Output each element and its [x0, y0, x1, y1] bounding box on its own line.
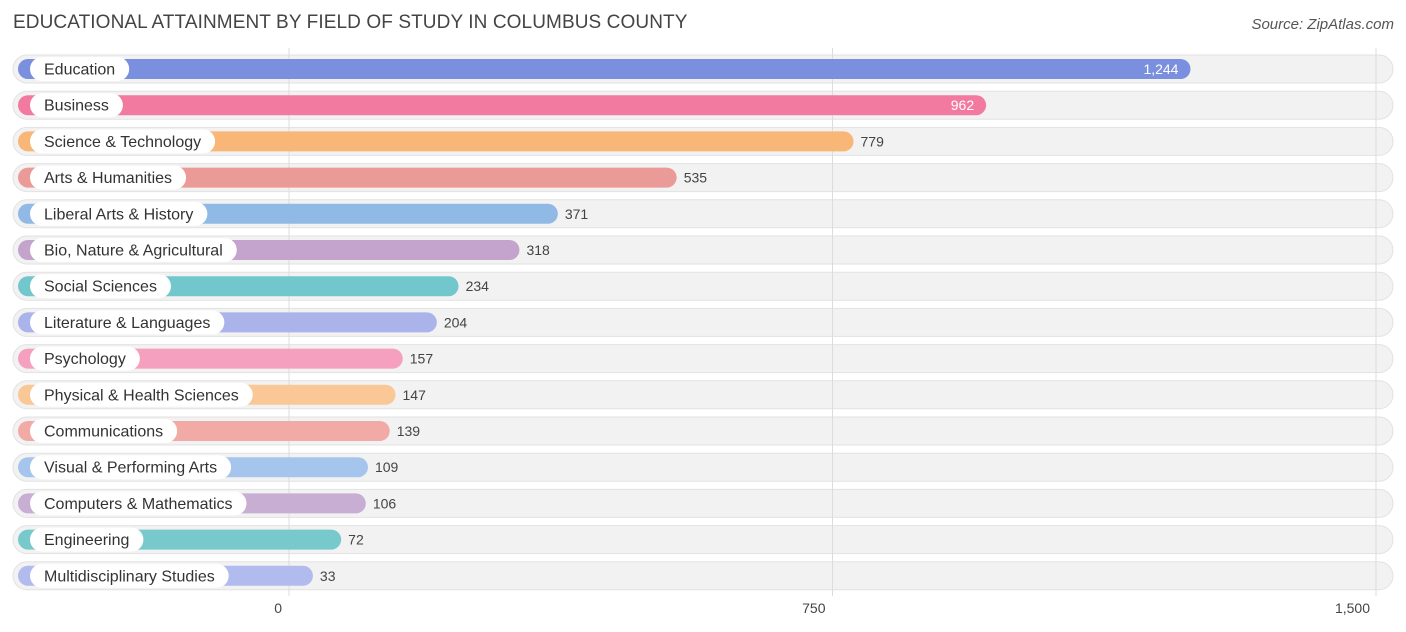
category-label-pill	[30, 165, 187, 190]
category-label-pill	[30, 129, 216, 154]
category-label: Communications	[44, 424, 163, 441]
category-label-pill	[30, 455, 232, 480]
value-label: 157	[410, 351, 434, 367]
category-label: Arts & Humanities	[44, 170, 172, 187]
value-label: 1,244	[1143, 61, 1178, 77]
category-label-pill	[30, 310, 225, 335]
row-track	[12, 525, 1394, 555]
value-label: 371	[565, 206, 589, 222]
category-label: Science & Technology	[44, 134, 201, 151]
category-label-pill	[30, 57, 130, 81]
category-label: Engineering	[44, 532, 129, 549]
source-label: Source: ZipAtlas.com	[1251, 16, 1394, 33]
category-label-pill	[30, 527, 144, 552]
row-track	[12, 561, 1394, 591]
category-label-pill	[30, 93, 123, 118]
bar	[18, 59, 1191, 79]
category-label: Liberal Arts & History	[44, 206, 193, 223]
bar	[18, 95, 987, 116]
category-label: Literature & Languages	[44, 315, 210, 332]
category-label: Bio, Nature & Agricultural	[44, 243, 223, 260]
x-tick-label: 1,500	[1335, 600, 1370, 616]
x-tick-label: 750	[802, 600, 826, 616]
category-label-pill	[30, 201, 208, 226]
value-label: 234	[466, 278, 490, 294]
value-label: 106	[373, 495, 397, 511]
category-label-pill	[30, 346, 140, 371]
value-label: 72	[348, 532, 364, 548]
chart-title: EDUCATIONAL ATTAINMENT BY FIELD OF STUDY…	[13, 12, 688, 33]
value-label: 779	[861, 133, 885, 149]
category-label: Education	[44, 62, 115, 79]
category-label: Visual & Performing Arts	[44, 460, 217, 477]
category-label: Multidisciplinary Studies	[44, 568, 215, 585]
value-label: 139	[397, 423, 421, 439]
value-label: 204	[444, 314, 468, 330]
x-tick-label: 0	[274, 600, 282, 616]
value-label: 962	[951, 97, 975, 113]
category-label-pill	[30, 382, 253, 407]
category-label-pill	[30, 491, 247, 516]
value-label: 147	[403, 387, 427, 403]
category-label: Physical & Health Sciences	[44, 387, 239, 404]
value-label: 535	[684, 170, 708, 186]
category-label-pill	[30, 419, 178, 443]
category-label: Psychology	[44, 351, 126, 368]
category-label-pill	[30, 274, 171, 299]
category-label: Business	[44, 98, 109, 115]
value-label: 33	[320, 568, 336, 584]
category-label-pill	[30, 563, 229, 588]
category-label: Social Sciences	[44, 279, 157, 296]
category-label: Computers & Mathematics	[44, 496, 233, 513]
value-label: 109	[375, 459, 399, 475]
bar	[18, 131, 854, 152]
category-label-pill	[30, 238, 237, 262]
value-label: 318	[526, 242, 550, 258]
